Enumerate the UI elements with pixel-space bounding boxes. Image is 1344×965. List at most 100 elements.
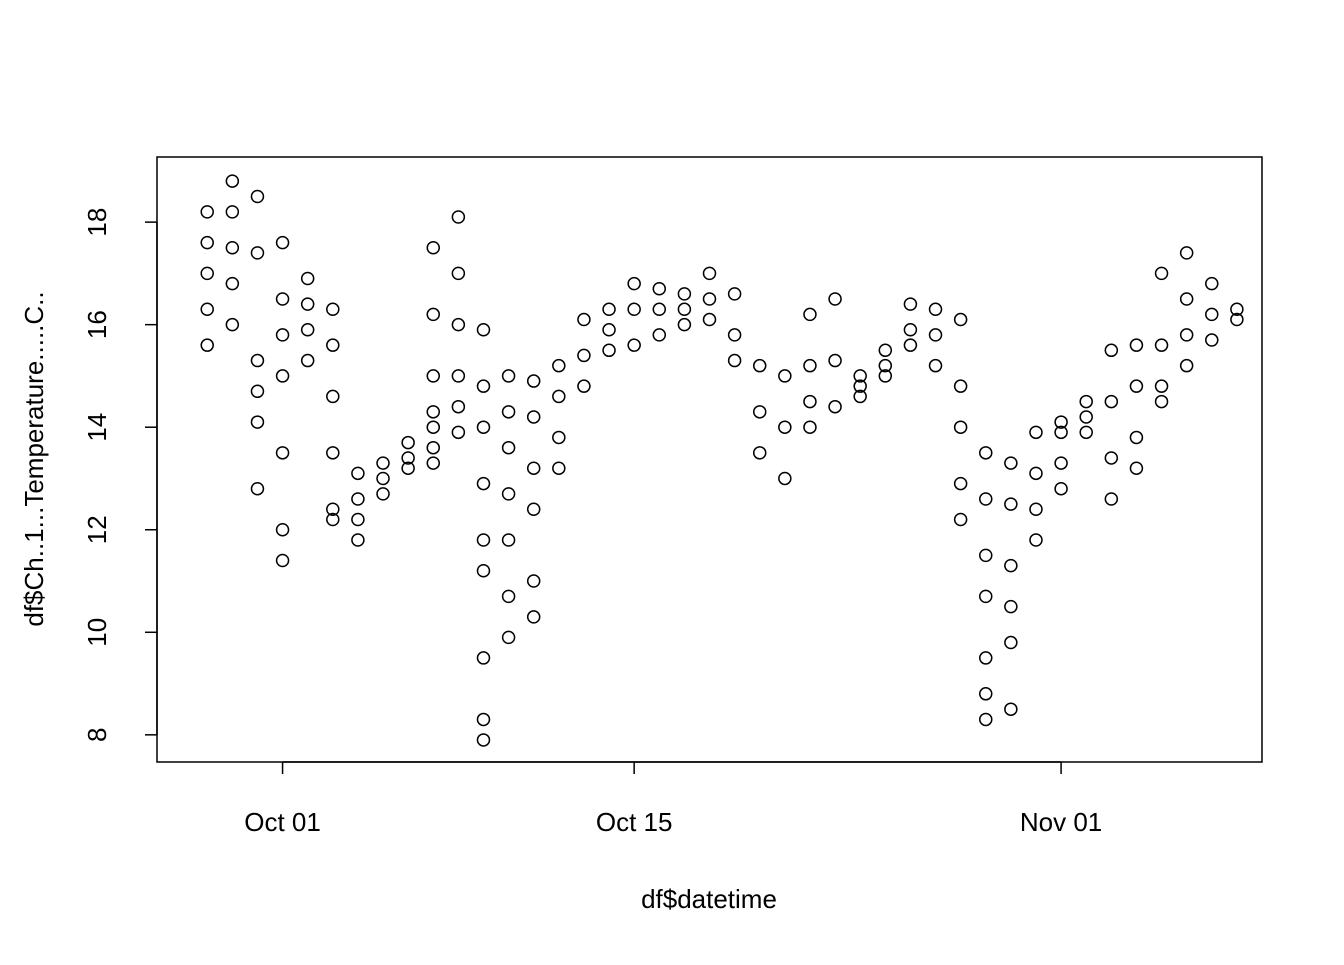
point [351, 492, 365, 506]
point [979, 492, 993, 506]
point [828, 353, 842, 368]
y-tick-label: 8 [82, 728, 112, 742]
point [300, 323, 315, 337]
point [1054, 415, 1068, 429]
point [727, 328, 742, 342]
point [326, 389, 340, 404]
y-tick-label: 10 [82, 618, 112, 647]
point [426, 440, 440, 455]
point [1205, 276, 1219, 291]
point [326, 338, 340, 352]
point [300, 297, 315, 311]
point [476, 420, 491, 434]
point [275, 369, 290, 383]
point [979, 548, 993, 563]
point [300, 271, 315, 286]
point [1054, 425, 1068, 440]
x-tick-label: Oct 15 [596, 807, 673, 837]
plot-box [156, 156, 1263, 763]
point [326, 512, 340, 527]
point [401, 451, 415, 465]
point [200, 235, 214, 250]
point [979, 712, 993, 727]
point [1029, 533, 1043, 547]
point [652, 282, 667, 296]
point [250, 415, 265, 429]
point [1129, 461, 1144, 475]
point [326, 502, 340, 516]
point [1154, 338, 1169, 352]
point [878, 369, 893, 383]
point [250, 189, 265, 204]
point [275, 328, 290, 342]
point [250, 481, 265, 496]
point [1004, 456, 1018, 470]
point [526, 410, 541, 424]
point [476, 476, 491, 491]
point [752, 358, 767, 373]
point [928, 358, 943, 373]
point [577, 348, 591, 363]
point [426, 241, 440, 255]
point [752, 446, 767, 460]
point [476, 533, 491, 547]
point [326, 302, 340, 317]
point [501, 487, 516, 501]
point [1079, 394, 1093, 409]
point [627, 276, 641, 291]
point [1004, 635, 1018, 650]
point [803, 394, 817, 409]
point [702, 266, 717, 281]
point [501, 440, 516, 455]
point [803, 420, 817, 434]
point [928, 328, 943, 342]
point [652, 328, 667, 342]
point [778, 369, 792, 383]
point [1129, 379, 1144, 393]
point [526, 574, 541, 588]
point [1205, 307, 1219, 322]
point [426, 456, 440, 470]
point [1104, 492, 1119, 506]
y-tick-label: 12 [82, 515, 112, 544]
point [451, 425, 466, 440]
point [903, 297, 918, 311]
point [401, 461, 415, 475]
point [376, 487, 390, 501]
point [351, 512, 365, 527]
point [953, 476, 968, 491]
point [1004, 599, 1018, 614]
point [627, 338, 641, 352]
point [727, 287, 742, 301]
point [979, 446, 993, 460]
x-tick-label: Nov 01 [1020, 807, 1102, 837]
point [878, 343, 893, 358]
point [1230, 302, 1244, 317]
point [652, 302, 667, 317]
point [602, 302, 616, 317]
point [853, 379, 867, 393]
point [476, 323, 491, 337]
point [351, 466, 365, 481]
point [752, 405, 767, 419]
point [225, 174, 240, 188]
point [526, 610, 541, 624]
point [1154, 394, 1169, 409]
point [1230, 312, 1244, 327]
point [953, 420, 968, 434]
point [1004, 702, 1018, 716]
point [778, 420, 792, 434]
point [275, 522, 290, 537]
point [426, 369, 440, 383]
point [853, 369, 867, 383]
point [1104, 343, 1119, 358]
point [526, 502, 541, 516]
point [225, 276, 240, 291]
point [200, 338, 214, 352]
point [552, 461, 566, 475]
point [476, 651, 491, 665]
point [1004, 558, 1018, 573]
point [476, 379, 491, 393]
point [351, 533, 365, 547]
